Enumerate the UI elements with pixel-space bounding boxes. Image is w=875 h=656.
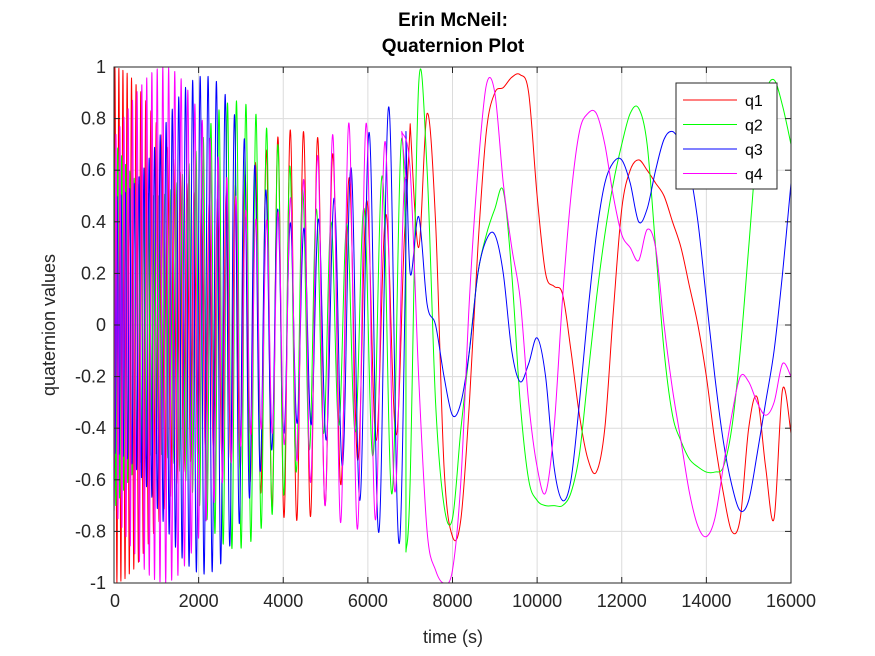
chart-title-line-1: Erin McNeil: (398, 10, 508, 31)
legend-label-q3: q3 (745, 142, 763, 159)
chart-title-line-2: Quaternion Plot (382, 36, 525, 57)
y-tick-label: -1 (90, 573, 106, 593)
y-axis-label: quaternion values (39, 254, 59, 396)
series-q4 (114, 67, 791, 583)
x-tick-label: 4000 (263, 591, 303, 611)
series-layer (114, 67, 791, 583)
x-tick-label: 10000 (512, 591, 562, 611)
x-tick-label: 12000 (597, 591, 647, 611)
y-tick-label: -0.2 (75, 367, 106, 387)
x-axis-label: time (s) (423, 627, 483, 647)
x-tick-label: 8000 (432, 591, 472, 611)
y-axis-ticks: -1 -0.8 -0.6 -0.4 -0.2 0 0.2 0.4 0.6 0.8 1 (75, 57, 791, 593)
y-tick-label: 0 (96, 315, 106, 335)
y-tick-label: 0.4 (81, 212, 106, 232)
y-tick-label: 0.2 (81, 263, 106, 283)
y-tick-label: 0.8 (81, 109, 106, 129)
grid-lines (113, 66, 792, 584)
legend-label-q4: q4 (745, 167, 763, 184)
y-tick-label: -0.8 (75, 521, 106, 541)
x-tick-label: 14000 (681, 591, 731, 611)
legend-label-q2: q2 (745, 118, 763, 135)
legend: q1 q2 q3 q4 (675, 82, 778, 190)
y-tick-label: 1 (96, 57, 106, 77)
x-tick-label: 0 (110, 591, 120, 611)
legend-box (675, 82, 778, 190)
y-tick-label: 0.6 (81, 160, 106, 180)
x-tick-label: 2000 (179, 591, 219, 611)
y-tick-label: -0.4 (75, 418, 106, 438)
x-axis-ticks: 0 2000 4000 6000 8000 10000 12000 14000 16000 (110, 67, 816, 611)
x-tick-label: 16000 (766, 591, 816, 611)
x-tick-label: 6000 (348, 591, 388, 611)
series-line-q4 (114, 67, 791, 583)
legend-label-q1: q1 (745, 93, 763, 110)
y-tick-label: -0.6 (75, 470, 106, 490)
